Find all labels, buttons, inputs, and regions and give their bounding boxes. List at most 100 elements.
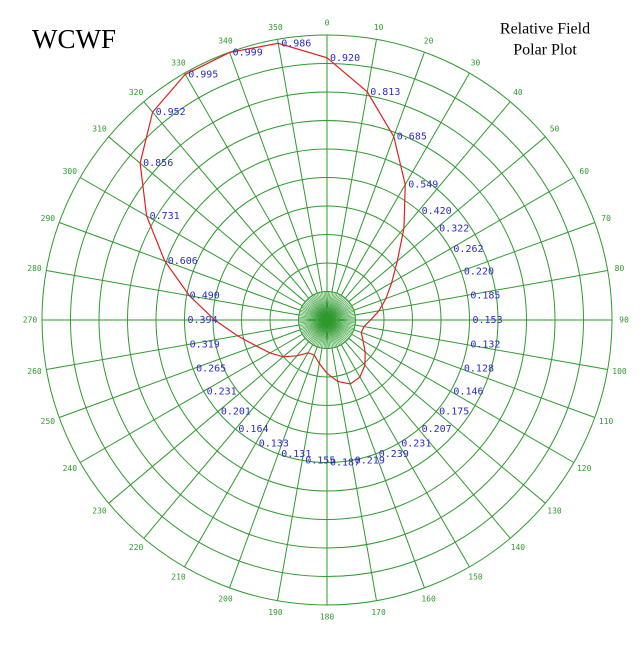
spoke xyxy=(344,101,511,299)
value-label: 0.262 xyxy=(453,244,483,255)
spoke xyxy=(340,344,470,568)
spoke xyxy=(108,136,306,303)
spoke xyxy=(353,222,595,311)
value-label: 0.952 xyxy=(156,107,186,118)
value-label: 0.207 xyxy=(422,424,452,435)
angle-tick-label: 150 xyxy=(468,573,483,582)
angle-tick-label: 60 xyxy=(579,167,589,176)
angle-tick-label: 170 xyxy=(371,608,386,617)
grid-ring xyxy=(212,205,442,435)
value-label: 0.813 xyxy=(370,87,400,98)
value-label: 0.185 xyxy=(470,290,500,301)
value-label: 0.220 xyxy=(464,266,494,277)
spoke xyxy=(354,324,608,370)
spoke xyxy=(336,346,425,588)
spoke xyxy=(184,344,314,568)
angle-tick-label: 120 xyxy=(577,464,592,473)
value-label: 0.490 xyxy=(190,290,220,301)
chart-title: WCWF xyxy=(32,24,116,54)
value-label: 0.231 xyxy=(207,386,237,397)
angle-tick-label: 280 xyxy=(27,264,42,273)
spoke xyxy=(331,347,377,601)
value-label: 0.920 xyxy=(330,53,360,64)
spoke xyxy=(143,101,310,299)
angle-tick-label: 0 xyxy=(325,19,330,28)
spoke xyxy=(46,324,300,370)
spoke xyxy=(354,270,608,316)
angle-tick-label: 200 xyxy=(218,595,233,604)
spoke xyxy=(344,341,511,539)
angle-tick-label: 220 xyxy=(129,543,144,552)
angle-tick-label: 130 xyxy=(547,506,562,515)
value-label: 0.132 xyxy=(470,340,500,351)
value-label: 0.219 xyxy=(355,455,385,466)
spoke xyxy=(59,222,301,311)
grid-ring xyxy=(41,34,613,606)
value-label: 0.155 xyxy=(305,455,335,466)
spoke xyxy=(143,341,310,539)
angle-tick-label: 110 xyxy=(599,417,614,426)
spoke xyxy=(277,347,323,601)
value-label: 0.986 xyxy=(281,38,311,49)
angle-tick-label: 100 xyxy=(612,367,627,376)
angle-tick-label: 230 xyxy=(92,506,107,515)
angle-tick-label: 80 xyxy=(615,264,625,273)
spoke xyxy=(348,136,546,303)
angle-tick-label: 140 xyxy=(511,543,526,552)
value-label: 0.265 xyxy=(196,364,226,375)
spoke xyxy=(108,337,306,504)
spoke xyxy=(184,72,314,296)
angle-tick-label: 310 xyxy=(92,125,107,134)
spoke xyxy=(79,177,303,307)
value-label: 0.239 xyxy=(379,449,409,460)
angle-tick-label: 330 xyxy=(171,58,186,67)
angle-tick-label: 240 xyxy=(63,464,78,473)
angle-tick-label: 210 xyxy=(171,573,186,582)
angle-tick-label: 190 xyxy=(268,608,283,617)
grid-ring xyxy=(298,291,356,349)
spoke xyxy=(351,333,575,463)
grid-ring xyxy=(127,120,527,520)
value-label: 0.999 xyxy=(233,47,263,58)
angle-tick-label: 50 xyxy=(550,125,560,134)
spoke xyxy=(229,52,318,294)
spoke xyxy=(59,329,301,418)
value-label: 0.394 xyxy=(188,315,218,326)
spoke xyxy=(79,333,303,463)
grid-ring xyxy=(184,177,470,463)
angle-tick-label: 180 xyxy=(320,613,335,622)
value-label: 0.319 xyxy=(190,340,220,351)
spoke xyxy=(336,52,425,294)
subtitle: Polar Plot xyxy=(513,42,577,59)
value-label: 0.685 xyxy=(397,132,427,143)
spoke xyxy=(353,329,595,418)
angle-tick-label: 160 xyxy=(421,595,436,604)
spoke xyxy=(277,39,323,293)
angle-tick-label: 290 xyxy=(41,214,56,223)
value-label: 0.420 xyxy=(422,206,452,217)
value-label: 0.175 xyxy=(439,407,469,418)
subtitle: Relative Field xyxy=(500,21,590,38)
spoke xyxy=(229,346,318,588)
value-label: 0.201 xyxy=(221,407,251,418)
value-label: 0.146 xyxy=(453,386,483,397)
field-curve xyxy=(139,42,406,385)
spoke xyxy=(331,39,377,293)
angle-tick-label: 270 xyxy=(23,316,38,325)
angle-tick-label: 40 xyxy=(513,88,523,97)
spoke xyxy=(348,337,546,504)
grid-ring xyxy=(98,91,556,549)
grid-ring xyxy=(70,63,584,577)
spoke xyxy=(46,270,300,316)
value-label: 0.606 xyxy=(168,256,198,267)
angle-tick-label: 350 xyxy=(268,23,283,32)
angle-tick-label: 10 xyxy=(374,23,384,32)
angle-tick-label: 20 xyxy=(424,36,434,45)
value-label: 0.128 xyxy=(464,364,494,375)
grid-ring xyxy=(241,234,413,406)
angle-tick-label: 340 xyxy=(218,36,233,45)
angle-tick-label: 320 xyxy=(129,88,144,97)
value-label: 0.731 xyxy=(150,211,180,222)
